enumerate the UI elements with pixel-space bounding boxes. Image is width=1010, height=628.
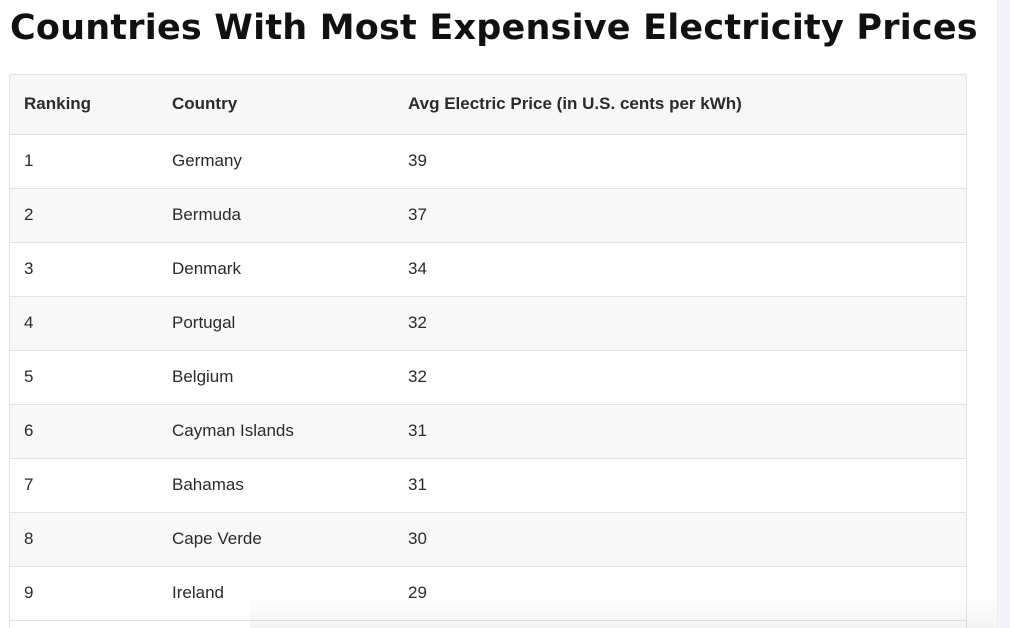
table-row: 5 Belgium 32	[10, 350, 966, 405]
cell-ranking: 4	[10, 296, 158, 351]
table-body: 1 Germany 39 2 Bermuda 37 3 Denmark 34 4…	[10, 134, 966, 621]
cell-country: Ireland	[158, 566, 394, 621]
cell-price: 31	[394, 404, 966, 459]
header-country: Country	[158, 75, 394, 135]
prices-table-container: Ranking Country Avg Electric Price (in U…	[9, 74, 967, 628]
page-title: Countries With Most Expensive Electricit…	[10, 8, 978, 48]
cell-ranking: 7	[10, 458, 158, 513]
cell-ranking: 9	[10, 566, 158, 621]
cell-country: Germany	[158, 134, 394, 189]
cell-price: 30	[394, 512, 966, 567]
cell-price: 29	[394, 566, 966, 621]
table-row: 1 Germany 39	[10, 134, 966, 189]
cell-ranking: 6	[10, 404, 158, 459]
prices-table: Ranking Country Avg Electric Price (in U…	[10, 75, 966, 621]
table-row: 8 Cape Verde 30	[10, 512, 966, 567]
cell-price: 37	[394, 188, 966, 243]
cell-price: 39	[394, 134, 966, 189]
cell-country: Bahamas	[158, 458, 394, 513]
cell-country: Belgium	[158, 350, 394, 405]
table-row: 3 Denmark 34	[10, 242, 966, 297]
cell-ranking: 5	[10, 350, 158, 405]
table-row: 6 Cayman Islands 31	[10, 404, 966, 459]
cell-price: 31	[394, 458, 966, 513]
table-row: 4 Portugal 32	[10, 296, 966, 351]
table-header-row: Ranking Country Avg Electric Price (in U…	[10, 75, 966, 135]
cell-country: Bermuda	[158, 188, 394, 243]
cell-country: Cayman Islands	[158, 404, 394, 459]
scrollbar-track[interactable]	[997, 0, 1010, 628]
cell-price: 32	[394, 296, 966, 351]
table-header: Ranking Country Avg Electric Price (in U…	[10, 75, 966, 135]
cell-ranking: 1	[10, 134, 158, 189]
header-ranking: Ranking	[10, 75, 158, 135]
cell-price: 34	[394, 242, 966, 297]
header-price: Avg Electric Price (in U.S. cents per kW…	[394, 75, 966, 135]
cell-ranking: 3	[10, 242, 158, 297]
table-row: 2 Bermuda 37	[10, 188, 966, 243]
cell-country: Cape Verde	[158, 512, 394, 567]
table-row: 7 Bahamas 31	[10, 458, 966, 513]
cell-ranking: 8	[10, 512, 158, 567]
cell-price: 32	[394, 350, 966, 405]
table-row: 9 Ireland 29	[10, 566, 966, 621]
cell-country: Portugal	[158, 296, 394, 351]
cell-ranking: 2	[10, 188, 158, 243]
cell-country: Denmark	[158, 242, 394, 297]
